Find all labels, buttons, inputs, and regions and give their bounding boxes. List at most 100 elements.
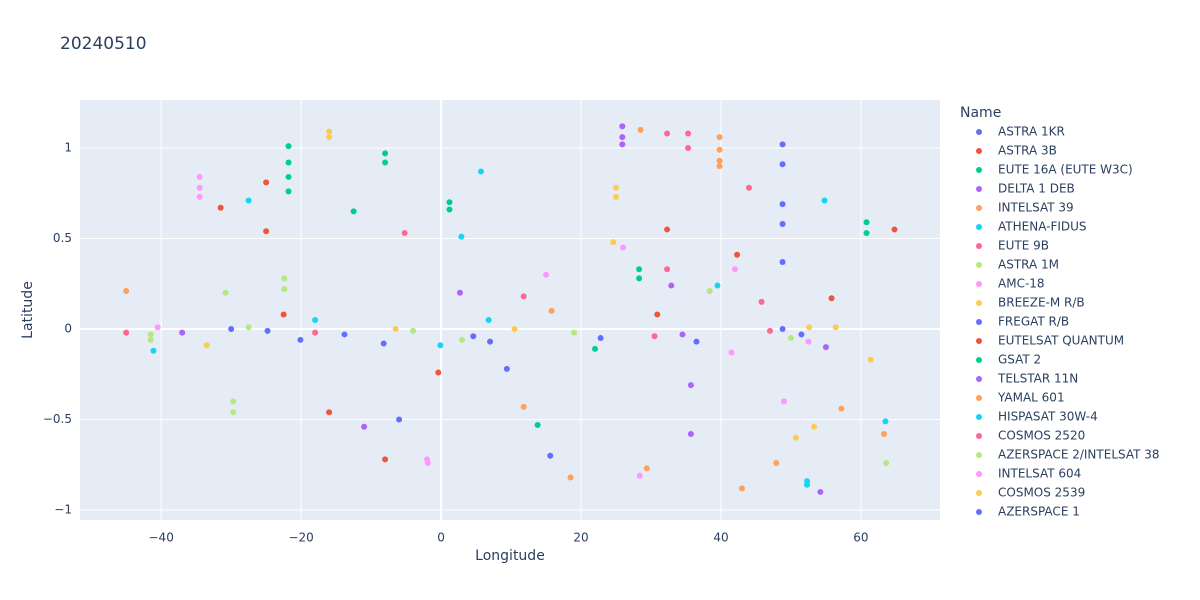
legend-label[interactable]: EUTE 9B — [998, 239, 1049, 253]
point — [806, 324, 813, 331]
point — [285, 159, 292, 166]
point — [196, 193, 203, 200]
point — [619, 134, 626, 141]
legend-marker[interactable] — [976, 452, 982, 458]
point — [643, 465, 650, 472]
point — [217, 204, 224, 211]
point — [341, 331, 348, 338]
point — [485, 316, 492, 323]
legend-label[interactable]: YAMAL 601 — [997, 391, 1065, 405]
point — [619, 141, 626, 148]
legend-label[interactable]: FREGAT R/B — [998, 315, 1069, 329]
point — [798, 331, 805, 338]
legend-marker[interactable] — [976, 224, 982, 230]
point — [779, 201, 786, 208]
point — [459, 336, 466, 343]
point — [664, 266, 671, 273]
point — [685, 130, 692, 137]
legend-label[interactable]: ASTRA 3B — [998, 144, 1057, 158]
point — [150, 347, 157, 354]
legend-marker[interactable] — [976, 471, 982, 477]
point — [503, 365, 510, 372]
legend-marker[interactable] — [976, 509, 982, 515]
legend-label[interactable]: COSMOS 2539 — [998, 486, 1085, 500]
legend-marker[interactable] — [976, 281, 982, 287]
point — [312, 316, 319, 323]
point — [326, 134, 333, 141]
point — [636, 472, 643, 479]
legend-marker[interactable] — [976, 376, 982, 382]
x-tick-label: −20 — [288, 531, 313, 545]
point — [263, 179, 270, 186]
legend-label[interactable]: ATHENA-FIDUS — [998, 220, 1087, 234]
point — [228, 326, 235, 333]
point — [382, 159, 389, 166]
point — [714, 282, 721, 289]
point — [123, 329, 130, 336]
point — [863, 219, 870, 226]
legend-label[interactable]: INTELSAT 39 — [998, 201, 1074, 215]
legend-marker[interactable] — [976, 148, 982, 154]
legend-marker[interactable] — [976, 205, 982, 211]
point — [147, 336, 154, 343]
point — [263, 228, 270, 235]
point — [571, 329, 578, 336]
point — [728, 349, 735, 356]
legend-label[interactable]: BREEZE-M R/B — [998, 296, 1085, 310]
legend-label[interactable]: EUTELSAT QUANTUM — [998, 334, 1124, 348]
point — [567, 474, 574, 481]
legend-marker[interactable] — [976, 490, 982, 496]
legend-marker[interactable] — [976, 338, 982, 344]
legend-label[interactable]: DELTA 1 DEB — [998, 182, 1075, 196]
point — [619, 123, 626, 130]
legend-marker[interactable] — [976, 186, 982, 192]
point — [706, 287, 713, 294]
legend-label[interactable]: AZERSPACE 1 — [998, 505, 1080, 519]
legend-label[interactable]: INTELSAT 604 — [998, 467, 1081, 481]
legend-marker[interactable] — [976, 395, 982, 401]
legend-label[interactable]: AZERSPACE 2/INTELSAT 38 — [998, 448, 1160, 462]
legend-marker[interactable] — [976, 357, 982, 363]
point — [446, 199, 453, 206]
point — [446, 206, 453, 213]
legend-marker[interactable] — [976, 300, 982, 306]
point — [196, 184, 203, 191]
legend-marker[interactable] — [976, 319, 982, 325]
legend-marker[interactable] — [976, 262, 982, 268]
point — [424, 459, 431, 466]
legend-marker[interactable] — [976, 129, 982, 135]
legend-label[interactable]: ASTRA 1KR — [998, 125, 1065, 139]
point — [203, 342, 210, 349]
point — [437, 342, 444, 349]
point — [410, 327, 417, 334]
point — [687, 382, 694, 389]
legend-marker[interactable] — [976, 167, 982, 173]
legend-marker[interactable] — [976, 414, 982, 420]
legend-label[interactable]: EUTE 16A (EUTE W3C) — [998, 163, 1133, 177]
point — [285, 143, 292, 150]
point — [780, 398, 787, 405]
legend-label[interactable]: COSMOS 2520 — [998, 429, 1085, 443]
x-tick-label: 60 — [853, 531, 868, 545]
point — [154, 324, 161, 331]
point — [280, 311, 287, 318]
legend-label[interactable]: AMC-18 — [998, 277, 1045, 291]
legend-marker[interactable] — [976, 243, 982, 249]
legend-label[interactable]: ASTRA 1M — [998, 258, 1059, 272]
legend-label[interactable]: GSAT 2 — [998, 353, 1041, 367]
point — [285, 173, 292, 180]
x-tick-label: −40 — [149, 531, 174, 545]
point — [610, 239, 617, 246]
legend-label[interactable]: TELSTAR 11N — [997, 372, 1078, 386]
legend-label[interactable]: HISPASAT 30W-4 — [998, 410, 1098, 424]
point — [863, 230, 870, 237]
point — [654, 311, 661, 318]
point — [592, 345, 599, 352]
legend-title: Name — [960, 105, 1001, 121]
point — [382, 456, 389, 463]
point — [380, 340, 387, 347]
legend-marker[interactable] — [976, 433, 982, 439]
point — [838, 405, 845, 412]
point — [758, 298, 765, 305]
